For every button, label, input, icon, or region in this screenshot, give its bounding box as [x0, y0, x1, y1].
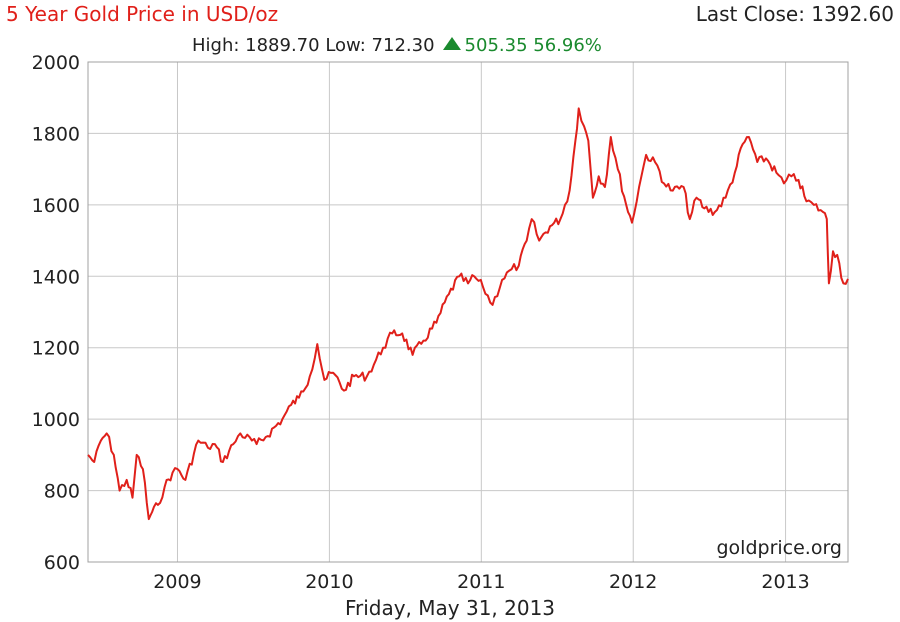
footer-date: Friday, May 31, 2013	[344, 596, 556, 620]
plot-frame	[87, 61, 849, 563]
x-tick-label: 2013	[761, 571, 809, 593]
x-tick-label: 2012	[609, 571, 657, 593]
y-tick-label: 2000	[32, 52, 80, 74]
last-close-readout: Last Close: 1392.60	[695, 2, 894, 26]
x-tick-label: 2010	[305, 571, 353, 593]
x-tick-label: 2011	[457, 571, 505, 593]
y-tick-label: 800	[44, 481, 80, 503]
high-low-change-readout: High: 1889.70 Low: 712.30 505.35 56.96%	[192, 35, 602, 56]
up-triangle-icon	[442, 37, 461, 50]
chart-grid	[88, 61, 848, 563]
source-watermark: goldprice.org	[716, 537, 842, 559]
y-tick-label: 1600	[32, 195, 80, 217]
chart-title: 5 Year Gold Price in USD/oz	[6, 2, 279, 26]
high-low-text: High: 1889.70 Low: 712.30	[192, 35, 435, 56]
y-axis-tick-labels: 600 800 1000 1200 1400 1600 1800 2000	[32, 52, 80, 574]
y-tick-label: 1000	[32, 409, 80, 431]
x-axis-tick-labels: 2009 2010 2011 2012 2013	[153, 571, 809, 593]
y-tick-label: 1400	[32, 266, 80, 288]
y-tick-label: 600	[44, 552, 80, 574]
change-text: 505.35 56.96%	[464, 35, 602, 56]
y-tick-label: 1200	[32, 338, 80, 360]
x-tick-label: 2009	[153, 571, 201, 593]
y-tick-label: 1800	[32, 123, 80, 145]
gold-price-line	[87, 107, 849, 521]
